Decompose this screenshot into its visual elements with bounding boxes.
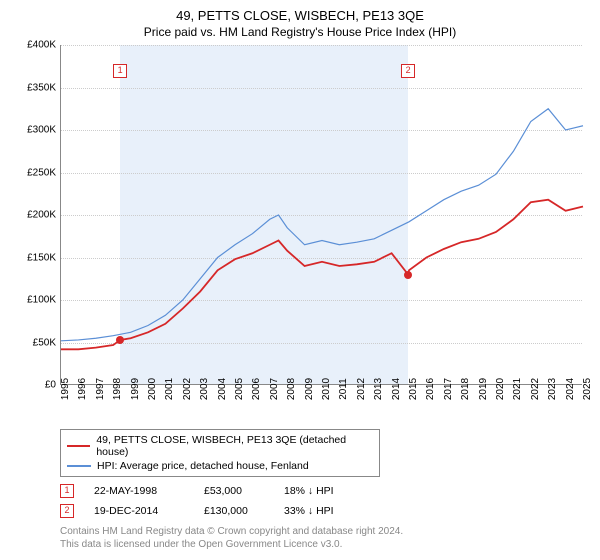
y-axis-label: £150K: [12, 252, 56, 263]
y-axis-label: £50K: [12, 337, 56, 348]
x-axis-label: 1995: [60, 378, 71, 400]
x-axis-label: 2014: [391, 378, 402, 400]
y-axis-label: £350K: [12, 82, 56, 93]
footer: Contains HM Land Registry data © Crown c…: [60, 525, 588, 551]
y-axis-label: £300K: [12, 125, 56, 136]
x-axis-label: 2008: [286, 378, 297, 400]
x-axis-label: 2016: [425, 378, 436, 400]
plot-area: 12: [60, 45, 582, 385]
line-svg: [61, 45, 582, 384]
x-axis-label: 2004: [217, 378, 228, 400]
legend: 49, PETTS CLOSE, WISBECH, PE13 3QE (deta…: [60, 429, 380, 477]
x-axis-label: 2025: [582, 378, 593, 400]
x-axis-label: 1997: [95, 378, 106, 400]
x-axis-label: 2023: [547, 378, 558, 400]
x-axis-label: 1999: [130, 378, 141, 400]
x-axis-label: 2009: [304, 378, 315, 400]
chart-title: 49, PETTS CLOSE, WISBECH, PE13 3QE: [12, 8, 588, 23]
legend-item: HPI: Average price, detached house, Fenl…: [67, 459, 373, 473]
chart-area: £0£50K£100K£150K£200K£250K£300K£350K£400…: [12, 45, 588, 425]
x-axis-label: 2000: [147, 378, 158, 400]
chart-container: 49, PETTS CLOSE, WISBECH, PE13 3QE Price…: [0, 0, 600, 559]
x-axis-label: 2007: [269, 378, 280, 400]
legend-swatch: [67, 445, 90, 447]
transaction-delta: 18% ↓ HPI: [284, 485, 334, 497]
x-axis-label: 2019: [478, 378, 489, 400]
transaction-price: £130,000: [204, 505, 264, 517]
transaction-marker-2: 2: [401, 64, 415, 78]
transaction-row-marker: 1: [60, 484, 74, 498]
footer-line-1: Contains HM Land Registry data © Crown c…: [60, 525, 588, 538]
y-axis-label: £100K: [12, 295, 56, 306]
transaction-date: 22-MAY-1998: [94, 485, 184, 497]
legend-item: 49, PETTS CLOSE, WISBECH, PE13 3QE (deta…: [67, 433, 373, 459]
transaction-row: 1 22-MAY-1998 £53,000 18% ↓ HPI: [60, 481, 588, 501]
x-axis-label: 2024: [565, 378, 576, 400]
legend-label: HPI: Average price, detached house, Fenl…: [97, 460, 309, 472]
legend-label: 49, PETTS CLOSE, WISBECH, PE13 3QE (deta…: [96, 434, 373, 458]
footer-line-2: This data is licensed under the Open Gov…: [60, 538, 588, 551]
x-axis-label: 2017: [443, 378, 454, 400]
transaction-delta: 33% ↓ HPI: [284, 505, 334, 517]
series-line-property: [61, 200, 583, 350]
transaction-marker-1: 1: [113, 64, 127, 78]
x-axis-label: 2002: [182, 378, 193, 400]
x-axis-label: 2021: [512, 378, 523, 400]
x-axis-label: 2018: [460, 378, 471, 400]
x-axis-label: 2005: [234, 378, 245, 400]
legend-swatch: [67, 465, 91, 467]
transaction-table: 1 22-MAY-1998 £53,000 18% ↓ HPI 2 19-DEC-2014…: [60, 481, 588, 521]
chart-subtitle: Price paid vs. HM Land Registry's House …: [12, 25, 588, 39]
x-axis-label: 2020: [495, 378, 506, 400]
x-axis-label: 1998: [112, 378, 123, 400]
x-axis-label: 2022: [530, 378, 541, 400]
transaction-date: 19-DEC-2014: [94, 505, 184, 517]
y-axis-label: £400K: [12, 40, 56, 51]
x-axis-label: 2015: [408, 378, 419, 400]
x-axis-label: 1996: [77, 378, 88, 400]
transaction-price: £53,000: [204, 485, 264, 497]
x-axis-label: 2003: [199, 378, 210, 400]
transaction-row: 2 19-DEC-2014 £130,000 33% ↓ HPI: [60, 501, 588, 521]
x-axis-label: 2010: [321, 378, 332, 400]
transaction-dot: [116, 336, 124, 344]
transaction-row-marker: 2: [60, 504, 74, 518]
x-axis-label: 2001: [164, 378, 175, 400]
x-axis-label: 2006: [251, 378, 262, 400]
title-block: 49, PETTS CLOSE, WISBECH, PE13 3QE Price…: [12, 8, 588, 39]
y-axis-label: £200K: [12, 210, 56, 221]
y-axis-label: £0: [12, 380, 56, 391]
x-axis-label: 2011: [338, 378, 349, 400]
x-axis-label: 2013: [373, 378, 384, 400]
x-axis-label: 2012: [356, 378, 367, 400]
transaction-dot: [404, 271, 412, 279]
y-axis-label: £250K: [12, 167, 56, 178]
